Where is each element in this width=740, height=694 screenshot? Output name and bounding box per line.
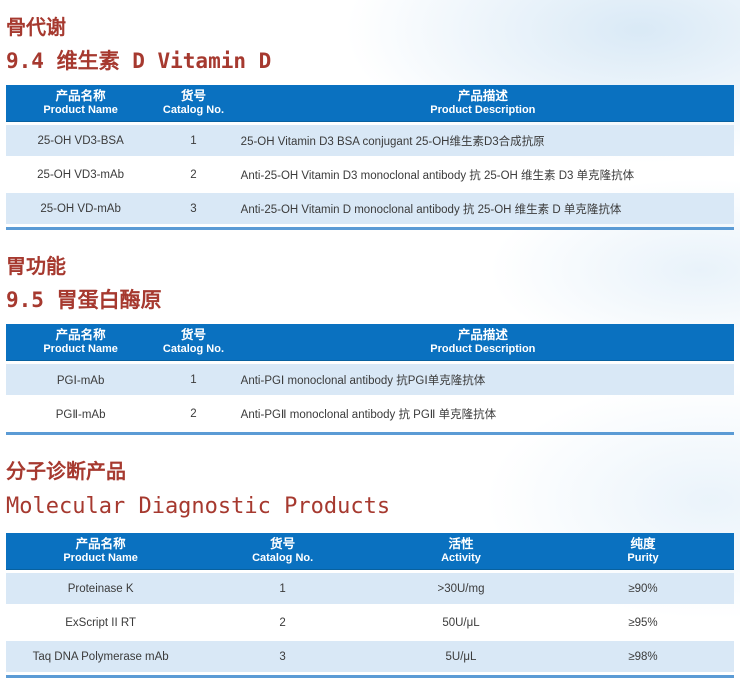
catalog-no-cell: 3 [195,641,370,672]
table-row: 25-OH VD-mAb 3 Anti-25-OH Vitamin D mono… [6,193,734,224]
header-label-en: Catalog No. [162,104,225,116]
product-name-cell: PGⅠ-mAb [6,364,156,395]
header-label-en: Product Name [63,552,138,564]
catalog-no-cell: 3 [155,193,232,224]
product-description-cell: Anti-25-OH Vitamin D3 monoclonal antibod… [240,169,635,182]
molecular-diagnostic-table: 产品名称 Product Name 货号 Catalog No. 活性 Acti… [6,530,734,678]
catalog-no-cell: 2 [190,407,197,420]
purity-cell: ≥95% [628,616,658,629]
catalog-no-header: 货号 Catalog No. [195,533,370,570]
product-name-header: 产品名称 Product Name [6,533,196,570]
table-row: Taq DNA Polymerase mAb 3 5U/μL ≥98% [6,641,734,672]
purity-header: 纯度 Purity [551,533,734,570]
category-heading: 分子诊断产品 [6,461,126,483]
product-name-cell: PGⅡ-mAb [55,408,106,421]
header-label-en: Product Description [430,104,536,116]
header-label-cn: 货号 [270,537,296,551]
catalog-no-cell: 2 [279,616,286,629]
activity-cell: 50U/μL [442,616,480,629]
header-label-cn: 纯度 [630,537,656,551]
header-label-en: Purity [627,552,659,564]
table-row: Proteinase K 1 >30U/mg ≥90% [6,573,734,604]
section-heading-en: Molecular Diagnostic Products [6,494,391,519]
table-row: PGⅠ-mAb 1 Anti-PGⅠ monoclonal antibody 抗… [6,364,734,395]
section-gastric-function: 胃功能 9.5 胃蛋白酶原 产品名称 Product Name 货号 Catal… [0,255,740,435]
table-row: PGⅡ-mAb 2 Anti-PGⅡ monoclonal antibody 抗… [6,398,734,429]
header-label-cn: 货号 [180,89,206,103]
header-label-en: Catalog No. [162,343,225,355]
header-label-en: Activity [441,552,481,564]
product-name-cell: Taq DNA Polymerase mAb [6,641,196,672]
header-label-cn: 货号 [180,328,206,342]
table-row: 25-OH VD3-BSA 1 25-OH Vitamin D3 BSA con… [6,125,734,156]
catalog-page: 骨代谢 9.4 维生素 D Vitamin D 产品名称 Product Nam… [0,16,740,678]
product-description-cell: 25-OH Vitamin D3 BSA conjugant 25-OH维生素D… [231,125,734,156]
product-description-cell: Anti-25-OH Vitamin D monoclonal antibody… [231,193,734,224]
catalog-no-cell: 1 [155,125,232,156]
activity-cell: >30U/mg [369,573,552,604]
purity-cell: ≥90% [551,573,734,604]
header-label-cn: 产品名称 [55,328,106,342]
section-molecular-diagnostics: 分子诊断产品 Molecular Diagnostic Products 产品名… [0,460,740,678]
section-number-heading: 9.4 维生素 D Vitamin D [6,49,272,73]
product-description-cell: Anti-PGⅠ monoclonal antibody 抗PGⅠ单克隆抗体 [231,364,734,395]
catalog-no-header: 货号 Catalog No. [155,324,232,361]
activity-header: 活性 Activity [369,533,552,570]
catalog-no-cell: 2 [190,168,197,181]
pepsinogen-table: 产品名称 Product Name 货号 Catalog No. 产品描述 Pr… [6,321,734,435]
header-label-en: Product Name [43,104,118,116]
catalog-no-cell: 1 [155,364,232,395]
section-bone-metabolism: 骨代谢 9.4 维生素 D Vitamin D 产品名称 Product Nam… [0,16,740,230]
header-label-en: Product Description [430,343,536,355]
header-label-en: Product Name [43,343,118,355]
header-label-cn: 产品描述 [457,328,508,342]
header-label-en: Catalog No. [252,552,314,564]
catalog-no-cell: 1 [195,573,370,604]
table-row: 25-OH VD3-mAb 2 Anti-25-OH Vitamin D3 mo… [6,159,734,190]
table-header-row: 产品名称 Product Name 货号 Catalog No. 产品描述 Pr… [6,85,734,122]
activity-cell: 5U/μL [369,641,552,672]
category-heading: 骨代谢 [6,17,66,39]
header-label-cn: 产品名称 [55,89,106,103]
section-number-heading: 9.5 胃蛋白酶原 [6,288,162,312]
table-header-row: 产品名称 Product Name 货号 Catalog No. 活性 Acti… [6,533,734,570]
product-name-cell: Proteinase K [6,573,196,604]
product-name-cell: 25-OH VD-mAb [6,193,156,224]
table-header-row: 产品名称 Product Name 货号 Catalog No. 产品描述 Pr… [6,324,734,361]
product-name-header: 产品名称 Product Name [6,85,156,122]
catalog-no-header: 货号 Catalog No. [155,85,232,122]
header-label-cn: 产品名称 [75,537,126,551]
header-label-cn: 活性 [448,537,474,551]
product-name-cell: ExScript II RT [65,616,136,629]
product-name-cell: 25-OH VD3-BSA [6,125,156,156]
product-description-header: 产品描述 Product Description [231,85,734,122]
product-name-cell: 25-OH VD3-mAb [37,168,125,181]
purity-cell: ≥98% [551,641,734,672]
product-name-header: 产品名称 Product Name [6,324,156,361]
product-description-header: 产品描述 Product Description [231,324,734,361]
product-description-cell: Anti-PGⅡ monoclonal antibody 抗 PGⅡ 单克隆抗体 [240,408,497,421]
category-heading: 胃功能 [6,256,66,278]
table-row: ExScript II RT 2 50U/μL ≥95% [6,607,734,638]
vitamin-d-table: 产品名称 Product Name 货号 Catalog No. 产品描述 Pr… [6,82,734,230]
header-label-cn: 产品描述 [457,89,508,103]
